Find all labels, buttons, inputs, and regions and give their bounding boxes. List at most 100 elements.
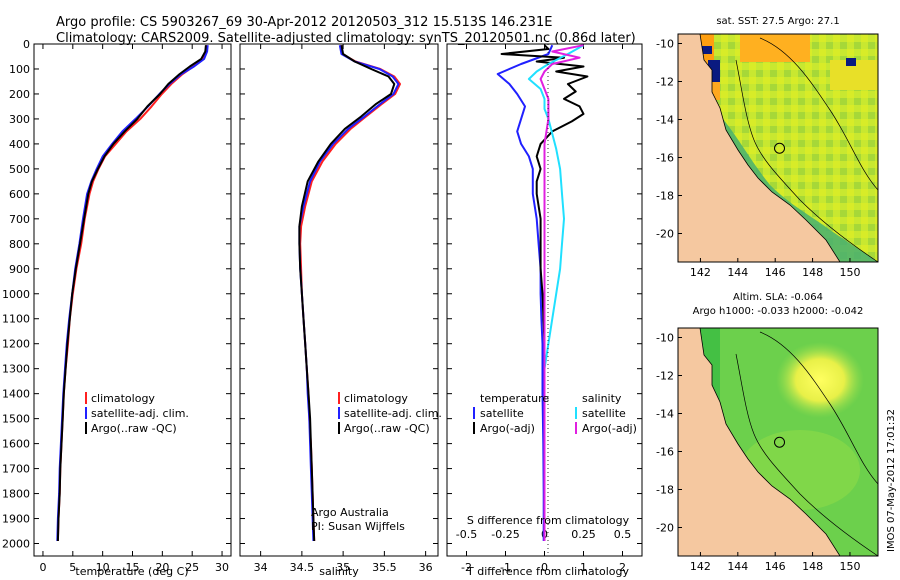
- depth-tick-label: 1500: [2, 413, 30, 426]
- s-difference-tick-label: -0.5: [456, 528, 477, 541]
- legend-satellite-label: satellite-adj. clim.: [91, 407, 189, 420]
- difference-xtick-label: 1: [580, 561, 587, 574]
- legend-salinity-heading: salinity: [582, 392, 622, 405]
- sst-depth-contour: [735, 59, 878, 262]
- sla-map-title-line1: Altim. SLA: -0.064: [733, 292, 823, 303]
- depth-tick-label: 500: [9, 163, 30, 176]
- depth-tick-label: 800: [9, 238, 30, 251]
- sst-map-lat-label: -20: [656, 228, 674, 241]
- sst-depth-contour: [759, 37, 878, 191]
- legend-satellite-label: satellite-adj. clim.: [344, 407, 442, 420]
- sst-map-ticks: 142 144 146 148 150 -10 -12 -14 -16 -18 -20: [656, 38, 860, 280]
- sla-high-anomaly: [776, 342, 864, 418]
- sst-map-lat-label: -12: [656, 76, 674, 89]
- sla-map: Altim. SLA: -0.064 Argo h1000: -0.033 h2…: [656, 292, 879, 574]
- difference-xtick-label: -2: [461, 561, 472, 574]
- sla-map-lat-label: -14: [656, 408, 674, 421]
- sla-map-lon-label: 146: [765, 560, 786, 573]
- salinity-series-climatology: [299, 45, 401, 542]
- s-difference-label: S difference from climatology: [467, 514, 630, 527]
- depth-tick-label: 200: [9, 88, 30, 101]
- attribution-line2: PI: Susan Wijffels: [311, 520, 405, 533]
- temperature-legend: climatology satellite-adj. clim. Argo(..…: [85, 392, 189, 435]
- salinity-xtick-label: 34: [254, 561, 268, 574]
- sst-map-lon-label: 144: [727, 266, 748, 279]
- salinity-legend: climatology satellite-adj. clim. Argo(..…: [338, 392, 442, 435]
- temperature-series-climatology: [56, 45, 208, 542]
- sst-map-title: sat. SST: 27.5 Argo: 27.1: [716, 16, 839, 27]
- sla-map-lat-label: -10: [656, 332, 674, 345]
- difference-xtick-label: -1: [500, 561, 511, 574]
- t-difference-xlabel: T difference from climatology: [466, 565, 629, 578]
- temperature-series-satellite-adj-clim-: [56, 45, 209, 542]
- sla-depth-contour: [735, 353, 878, 556]
- temperature-xtick-label: 20: [155, 561, 169, 574]
- sla-map-ticks: 142 144 146 148 150 -10 -12 -14 -16 -18 -20: [656, 332, 860, 574]
- attribution-line1: Argo Australia: [311, 506, 389, 519]
- sla-map-lon-label: 148: [802, 560, 823, 573]
- salinity-axes-frame: [239, 43, 439, 557]
- salinity-xtick-label: 34.5: [290, 561, 315, 574]
- legend-argo-label: Argo(..raw -QC): [91, 422, 177, 435]
- salinity-axis-ticks: 34 34.5 35 35.5 36: [240, 43, 438, 574]
- sla-depth-contour: [759, 331, 878, 485]
- depth-tick-label: 300: [9, 113, 30, 126]
- difference-series-temperature-satellite: [496, 44, 554, 541]
- temperature-series-argo-raw-qc-: [56, 45, 207, 542]
- temperature-xtick-label: 5: [69, 561, 76, 574]
- depth-tick-label: 900: [9, 263, 30, 276]
- salinity-xlabel: salinity: [319, 565, 359, 578]
- sst-map-lon-label: 146: [765, 266, 786, 279]
- difference-axis-ticks: -2 -1 0 1 2-0.5 -0.25 0 0.25 0.5: [447, 43, 642, 574]
- depth-tick-label: 100: [9, 63, 30, 76]
- legend-climatology-label: climatology: [344, 392, 408, 405]
- legend-climatology-label: climatology: [91, 392, 155, 405]
- sla-map-frame: [677, 327, 879, 557]
- sla-map-lat-label: -12: [656, 370, 674, 383]
- sst-map-lat-label: -18: [656, 190, 674, 203]
- legend-t-argo-label: Argo(-adj): [480, 422, 535, 435]
- salinity-series-satellite-adj-clim-: [298, 45, 400, 542]
- sst-warm-region: [740, 34, 810, 62]
- s-difference-tick-label: -0.25: [491, 528, 519, 541]
- sla-map-title-line2: Argo h1000: -0.033 h2000: -0.042: [693, 306, 864, 317]
- depth-tick-label: 1200: [2, 338, 30, 351]
- depth-tick-label: 1800: [2, 488, 30, 501]
- sst-map-lon-label: 148: [802, 266, 823, 279]
- legend-t-satellite-label: satellite: [480, 407, 524, 420]
- legend-s-argo-label: Argo(-adj): [582, 422, 637, 435]
- depth-tick-label: 700: [9, 213, 30, 226]
- depth-tick-label: 2000: [2, 538, 30, 551]
- legend-temperature-heading: temperature: [480, 392, 549, 405]
- depth-tick-label: 1600: [2, 438, 30, 451]
- sst-land-mass: [678, 34, 841, 262]
- sla-map-lon-label: 144: [727, 560, 748, 573]
- sst-map-lat-label: -14: [656, 114, 674, 127]
- sst-profile-location-marker: [774, 142, 786, 154]
- difference-series: [496, 44, 589, 541]
- depth-tick-label: 1300: [2, 363, 30, 376]
- difference-legend: temperature satellite Argo(-adj) salinit…: [473, 392, 637, 435]
- temperature-xtick-label: 10: [96, 561, 110, 574]
- depth-tick-label: 1400: [2, 388, 30, 401]
- salinity-series: [298, 45, 401, 542]
- sla-map-lon-label: 142: [690, 560, 711, 573]
- legend-argo-label: Argo(..raw -QC): [344, 422, 430, 435]
- depth-tick-label: 1100: [2, 313, 30, 326]
- sst-map-lat-label: -16: [656, 152, 674, 165]
- depth-tick-label: 0: [23, 38, 30, 51]
- figure-title-line1: Argo profile: CS 5903267_69 30-Apr-2012 …: [56, 15, 552, 30]
- sst-map-lon-label: 150: [839, 266, 860, 279]
- sst-map-lat-label: -10: [656, 38, 674, 51]
- sst-map-lon-label: 142: [690, 266, 711, 279]
- salinity-xtick-label: 36: [419, 561, 433, 574]
- sst-map-frame: [677, 33, 879, 263]
- s-difference-tick-label: 0.25: [571, 528, 596, 541]
- sla-profile-location-marker: [774, 436, 786, 448]
- sla-map-lon-label: 150: [839, 560, 860, 573]
- sla-map-lat-label: -18: [656, 484, 674, 497]
- depth-tick-label: 600: [9, 188, 30, 201]
- depth-tick-label: 1000: [2, 288, 30, 301]
- temperature-xlabel: temperature (deg C): [75, 565, 188, 578]
